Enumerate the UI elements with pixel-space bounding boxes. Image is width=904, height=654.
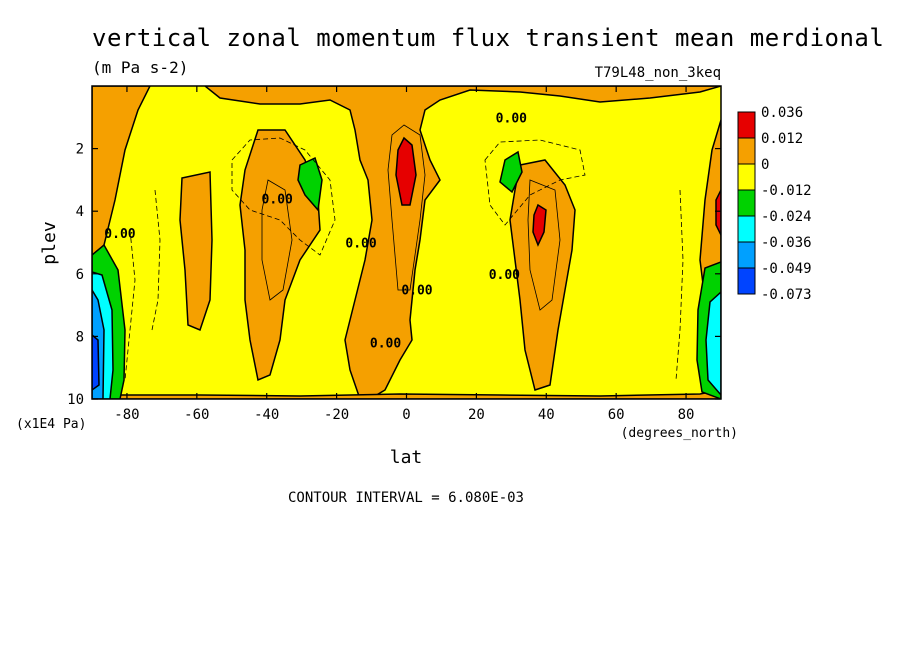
y-tick-label: 8 bbox=[76, 329, 84, 345]
colorbar-swatch bbox=[737, 241, 756, 269]
contour-label: 0.00 bbox=[262, 193, 293, 208]
contour-label: 0.00 bbox=[401, 283, 432, 298]
sh-polar-blue-region bbox=[92, 334, 100, 391]
sh-inner-solid-contour bbox=[261, 179, 293, 301]
colorbar: 0.036 0.012 0 -0.012 -0.024 -0.036 -0.049 -0.07… bbox=[737, 105, 812, 303]
contour-label: 0.00 bbox=[345, 237, 376, 252]
y-tick-label: 6 bbox=[76, 267, 84, 283]
contour-interval-note: CONTOUR INTERVAL = 6.080E-03 bbox=[288, 490, 524, 506]
nh-green-blob bbox=[499, 150, 523, 194]
nh-right-dashed-contour bbox=[675, 189, 684, 381]
x-tick-label: -80 bbox=[114, 407, 139, 423]
colorbar-label: 0.012 bbox=[761, 131, 803, 147]
x-tick-label: 80 bbox=[678, 407, 695, 423]
x-axis-label: lat bbox=[390, 447, 423, 468]
chart-title: vertical zonal momentum flux transient m… bbox=[92, 24, 884, 52]
contour-label: 0.00 bbox=[489, 268, 520, 283]
y-tick-label: 2 bbox=[76, 142, 84, 158]
colorbar-label: -0.012 bbox=[761, 183, 812, 199]
x-axis: -80 -60 -40 -20 0 20 40 60 80 bbox=[114, 86, 694, 423]
nh-red-core bbox=[532, 203, 547, 247]
x-axis-units: (degrees_north) bbox=[621, 426, 738, 441]
nh-midlat-orange-column bbox=[509, 159, 576, 391]
colorbar-swatch bbox=[737, 267, 756, 295]
x-tick-label: 60 bbox=[608, 407, 625, 423]
top-orange-band bbox=[203, 86, 721, 399]
sh-left-dashed-contour bbox=[151, 189, 161, 331]
sh-green-blob bbox=[297, 156, 323, 212]
colorbar-label: 0 bbox=[761, 157, 769, 173]
equatorial-red-core bbox=[395, 136, 417, 206]
colorbar-swatch bbox=[737, 137, 756, 165]
contour-label: 0.00 bbox=[104, 227, 135, 242]
negative-flux-regions bbox=[92, 150, 721, 399]
chart-subtitle: (m Pa s-2) bbox=[92, 58, 188, 77]
y-axis: 2 4 6 8 10 bbox=[67, 142, 721, 408]
colorbar-label: -0.024 bbox=[761, 209, 812, 225]
x-tick-label: -40 bbox=[254, 407, 279, 423]
max-flux-regions bbox=[395, 136, 547, 247]
solid-contours bbox=[261, 124, 561, 311]
colorbar-swatch bbox=[737, 111, 756, 139]
x-tick-label: 20 bbox=[468, 407, 485, 423]
y-axis-units: (x1E4 Pa) bbox=[16, 417, 86, 432]
colorbar-label: -0.073 bbox=[761, 287, 812, 303]
sh-dashed-contour bbox=[231, 137, 336, 256]
contour-label: 0.00 bbox=[370, 337, 401, 352]
x-tick-label: -60 bbox=[184, 407, 209, 423]
run-label: T79L48_non_3keq bbox=[595, 65, 721, 81]
sh-orange-left-column bbox=[179, 171, 213, 332]
colorbar-label: 0.036 bbox=[761, 105, 803, 121]
colorbar-swatch bbox=[737, 215, 756, 243]
y-tick-label: 10 bbox=[67, 392, 84, 408]
contour-label: 0.00 bbox=[496, 111, 527, 126]
equatorial-solid-contour bbox=[387, 124, 426, 291]
colorbar-label: -0.049 bbox=[761, 261, 812, 277]
nh-red-edge bbox=[715, 189, 721, 236]
positive-flux-regions bbox=[92, 86, 721, 399]
colorbar-swatch bbox=[737, 189, 756, 217]
nh-polar-cyan-region bbox=[705, 290, 721, 397]
y-tick-label: 4 bbox=[76, 204, 84, 220]
nh-polar-orange-region bbox=[699, 119, 721, 301]
colorbar-label: -0.036 bbox=[761, 235, 812, 251]
y-axis-label: plev bbox=[39, 221, 60, 264]
x-tick-label: -20 bbox=[324, 407, 349, 423]
plot-area: 0.00 0.00 0.00 0.00 0.00 0.00 0.00 bbox=[92, 86, 721, 399]
sh-polar-dashed-contour bbox=[124, 229, 136, 381]
contour-labels: 0.00 0.00 0.00 0.00 0.00 0.00 0.00 bbox=[104, 111, 527, 351]
x-tick-label: 0 bbox=[402, 407, 410, 423]
x-tick-label: 40 bbox=[538, 407, 555, 423]
nh-inner-solid-contour bbox=[527, 179, 561, 311]
dashed-contours bbox=[124, 137, 684, 381]
nh-dashed-contour bbox=[484, 139, 586, 226]
colorbar-swatch bbox=[737, 163, 756, 191]
